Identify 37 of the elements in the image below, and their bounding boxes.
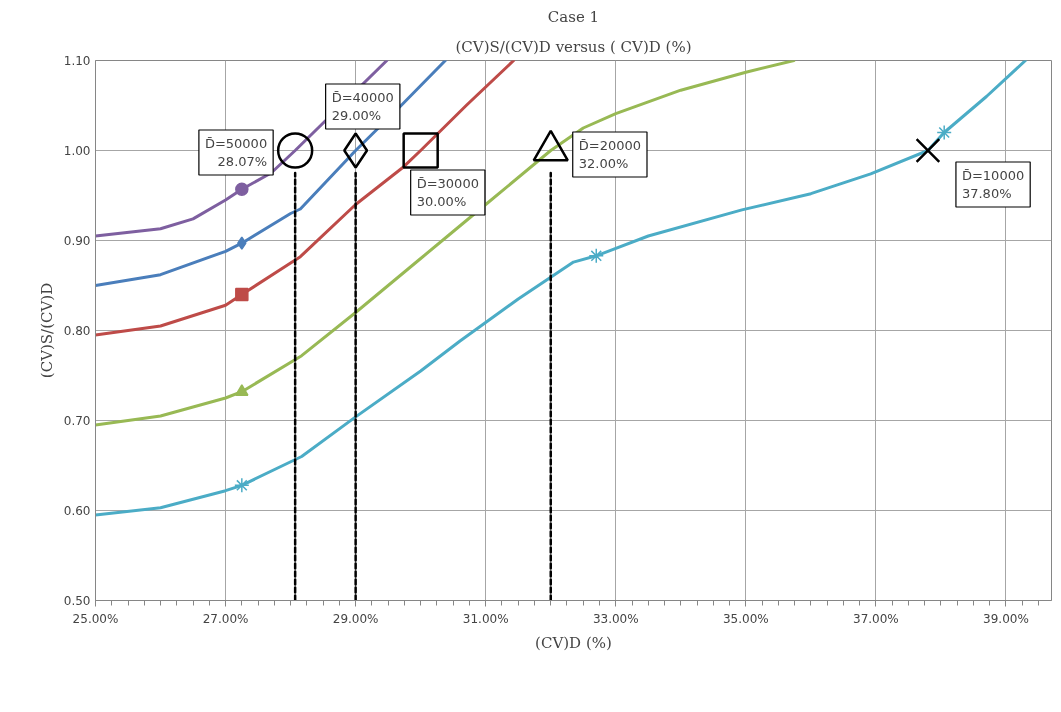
x-tick-label: 37.00%: [853, 611, 899, 626]
y-tick-label: 0.90: [63, 234, 91, 248]
point: [588, 248, 605, 264]
annotation: D̄=50000 28.07%: [204, 136, 268, 169]
point: [343, 132, 369, 169]
chart-title: Case 1: [547, 7, 600, 26]
y-tick-label: 1.00: [63, 144, 91, 158]
chart-subtitle: (CV)S/(CV)D versus ( CV)D (%): [455, 37, 692, 56]
point: [235, 182, 249, 196]
x-tick-label: 33.00%: [592, 611, 639, 626]
point: [235, 384, 249, 396]
point: [402, 132, 439, 169]
y-tick-label: 1.10: [63, 54, 91, 68]
x-tick-label: 27.00%: [202, 611, 249, 626]
annotation: D̄=30000 30.00%: [416, 176, 479, 209]
line-series: [95, 60, 796, 427]
annotation: D̄=20000 32.00%: [578, 138, 641, 171]
annotation: D̄=10000 37.80%: [961, 168, 1025, 201]
x-tick-label: 39.00%: [983, 611, 1029, 626]
y-tick-label: 0.80: [63, 324, 91, 338]
point: [237, 236, 247, 250]
point: [235, 287, 249, 302]
y-tick-label: 0.50: [63, 594, 91, 608]
line-series: [95, 60, 516, 337]
point: [234, 477, 250, 494]
point: [276, 132, 314, 169]
x-tick-label: 31.00%: [462, 611, 509, 626]
line-series: [95, 60, 1027, 517]
x-tick-label: 25.00%: [72, 611, 119, 626]
x-tick-label: 29.00%: [332, 611, 379, 626]
annotation: D̄=40000 29.00%: [331, 90, 394, 123]
point: [936, 124, 952, 141]
y-axis-title: (CV)S/(CV)D: [37, 282, 56, 379]
y-tick-label: 0.60: [63, 504, 91, 518]
x-axis-title: (CV)D (%): [535, 633, 612, 652]
y-tick-label: 0.70: [63, 414, 91, 428]
x-tick-label: 35.00%: [722, 611, 769, 626]
